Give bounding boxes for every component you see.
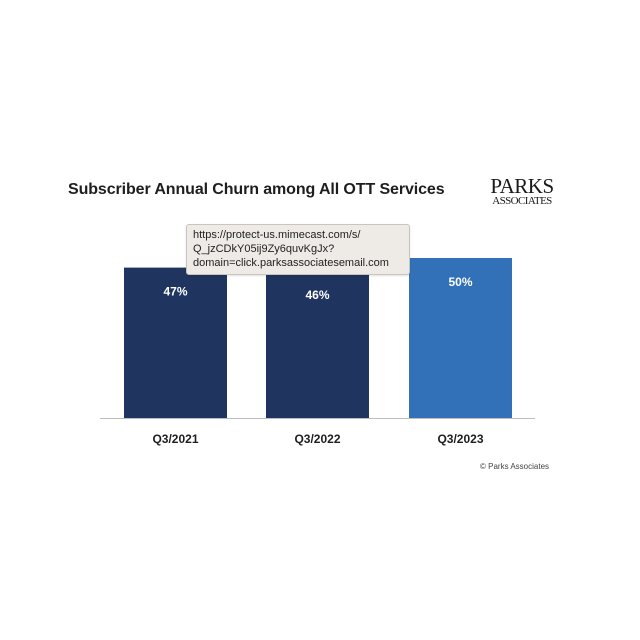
value-label: 50% — [448, 275, 472, 289]
link-tooltip: https://protect-us.mimecast.com/s/ Q_jzC… — [186, 224, 410, 275]
value-label: 47% — [163, 285, 187, 299]
category-label: Q3/2021 — [152, 432, 198, 446]
tooltip-line-2: Q_jzCDkY05ij9Zy6quvKgJx? — [193, 243, 335, 255]
tooltip-line-1: https://protect-us.mimecast.com/s/ — [193, 229, 361, 241]
copyright-text: © Parks Associates — [480, 462, 550, 471]
logo-line-2: ASSOCIATES — [492, 195, 552, 207]
logo-line-1: PARKS — [490, 174, 554, 198]
parks-associates-logo: PARKS ASSOCIATES — [486, 176, 558, 207]
category-label: Q3/2023 — [437, 432, 483, 446]
chart-title: Subscriber Annual Churn among All OTT Se… — [68, 181, 445, 198]
value-label: 46% — [305, 288, 329, 302]
tooltip-line-3: domain=click.parksassociatesemail.com — [193, 257, 389, 269]
bar-Q3-2021 — [124, 267, 227, 418]
bar-Q3-2022 — [266, 270, 369, 418]
bar-Q3-2023 — [409, 258, 512, 418]
category-label: Q3/2022 — [294, 432, 340, 446]
